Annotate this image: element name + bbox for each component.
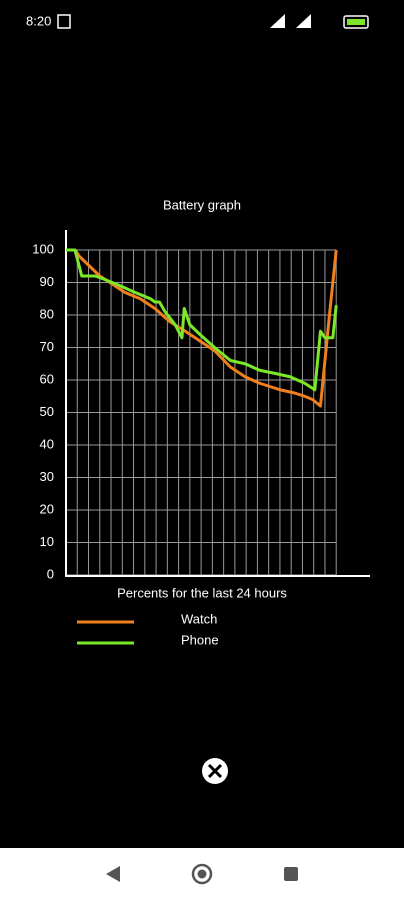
legend-label: Phone	[181, 632, 219, 647]
legend-label: Watch	[181, 611, 217, 626]
close-x	[207, 763, 223, 779]
series-line	[66, 248, 338, 408]
notification-icon	[57, 14, 71, 29]
y-tick-label: 10	[40, 534, 54, 549]
y-tick-label: 80	[40, 306, 54, 321]
y-tick-label: 40	[40, 436, 54, 451]
y-tick-label: 100	[32, 241, 54, 256]
battery-icon	[343, 15, 369, 29]
y-tick-label: 20	[40, 501, 54, 516]
y-tick-label: 90	[40, 274, 54, 289]
battery-level	[347, 19, 365, 25]
signal-icons	[270, 14, 311, 28]
home-button[interactable]	[191, 863, 213, 885]
y-tick-label: 30	[40, 469, 54, 484]
recents-button[interactable]	[284, 867, 298, 881]
y-tick-label: 50	[40, 404, 54, 419]
x-axis-label: Percents for the last 24 hours	[117, 585, 287, 600]
y-tick-label: 70	[40, 339, 54, 354]
series-line	[66, 248, 338, 392]
close-button[interactable]	[202, 758, 228, 784]
y-tick-label: 0	[47, 566, 54, 581]
status-time: 8:20	[26, 13, 51, 28]
back-button[interactable]	[106, 866, 120, 882]
y-tick-label: 60	[40, 371, 54, 386]
home-dot	[197, 869, 207, 879]
chart-title: Battery graph	[163, 197, 241, 212]
